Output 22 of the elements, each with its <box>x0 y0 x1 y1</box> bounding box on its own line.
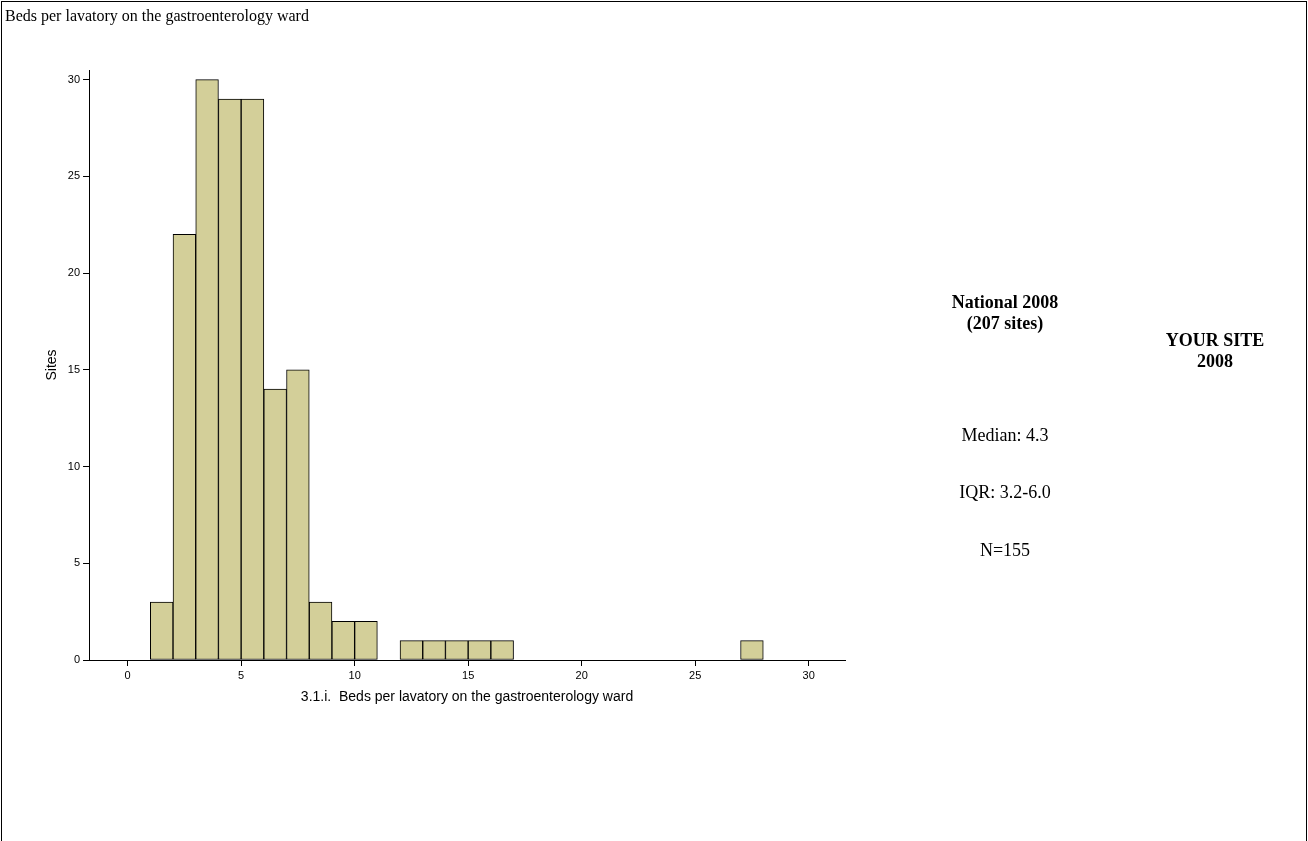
y-tick-label: 20 <box>67 266 81 279</box>
x-tick-label: 5 <box>238 668 245 681</box>
text: YOUR SITE 2008 <box>1165 330 1265 372</box>
text: IQR: 3.2-6.0 <box>959 482 1051 503</box>
x-tick-label: 15 <box>462 668 475 681</box>
x-tick-label: 25 <box>689 668 702 681</box>
x-axis-title: 3.1.i. Beds per lavatory on the gastroenterology ward <box>300 688 634 705</box>
y-tick-label: 15 <box>67 362 81 375</box>
y-tick-label: 30 <box>67 72 81 85</box>
y-tick-label: 25 <box>67 169 81 182</box>
text: Median: 4.3 <box>961 425 1049 446</box>
x-tick-label: 10 <box>348 668 361 681</box>
y-tick-label: 0 <box>73 653 81 666</box>
x-tick-label: 30 <box>802 668 815 681</box>
y-axis-title: Sites <box>43 349 60 381</box>
y-tick-label: 5 <box>73 556 81 569</box>
x-tick-label: 20 <box>575 668 588 681</box>
x-tick-label: 0 <box>124 668 131 681</box>
text: N=155 <box>979 540 1031 561</box>
chart-title: Beds per lavatory on the gastroenterology ward <box>5 7 309 25</box>
y-tick-label: 10 <box>67 459 81 472</box>
text: National 2008 (207 sites) <box>951 292 1059 334</box>
